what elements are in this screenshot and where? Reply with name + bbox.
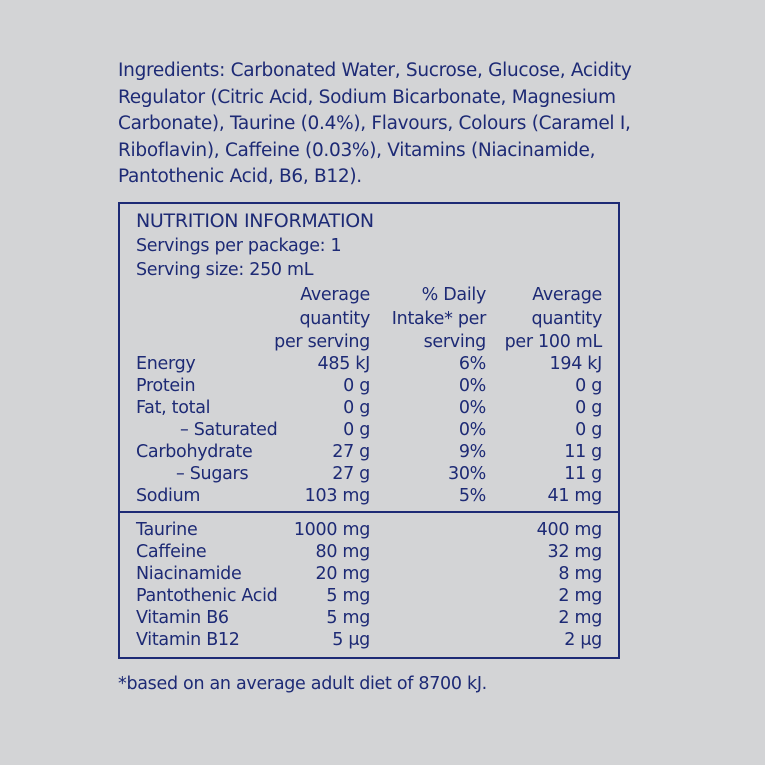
daily-intake-value: 0%	[458, 376, 486, 396]
nutrient-label: Caffeine	[136, 542, 207, 562]
per-100ml-value: 0 g	[575, 398, 602, 418]
nutrient-label: Vitamin B12	[136, 630, 240, 650]
serving-size: Serving size: 250 mL	[136, 260, 314, 280]
panel-title: NUTRITION INFORMATION	[136, 210, 374, 232]
per-serving-value: 0 g	[343, 376, 370, 396]
nutrient-row-sugars: – Sugars 27 g 30% 11 g	[120, 464, 618, 486]
daily-intake-value: 0%	[458, 398, 486, 418]
ingredients-line: Ingredients: Carbonated Water, Sucrose, …	[118, 60, 632, 81]
nutrient-label: Carbohydrate	[136, 442, 253, 462]
nutrient-label: Taurine	[136, 520, 198, 540]
ingredients-line: Riboflavin), Caffeine (0.03%), Vitamins …	[118, 139, 596, 161]
ingredients-line: Carbonate), Taurine (0.4%), Flavours, Co…	[118, 113, 631, 134]
servings-per-package: Servings per package: 1	[136, 236, 342, 256]
daily-intake-value: 30%	[448, 464, 486, 484]
per-serving-value: 27 g	[332, 442, 370, 462]
per-serving-value: 0 g	[343, 420, 370, 440]
daily-intake-value: 9%	[458, 442, 486, 462]
extra-row-pantothenic-acid: Pantothenic Acid 5 mg 2 mg	[120, 586, 618, 608]
nutrient-label: Protein	[136, 376, 196, 396]
per-serving-value: 20 mg	[315, 564, 371, 584]
nutrient-row-fat-total: Fat, total 0 g 0% 0 g	[120, 398, 618, 420]
per-100ml-value: 11 g	[564, 442, 602, 462]
nutrient-row-sodium: Sodium 103 mg 5% 41 mg	[120, 486, 618, 508]
column-header-per-100ml: Average quantity per 100 mL	[504, 284, 603, 355]
per-serving-value: 5 mg	[326, 586, 370, 606]
per-100ml-value: 2 mg	[558, 586, 602, 606]
per-100ml-value: 0 g	[575, 376, 602, 396]
header-line: Average	[300, 285, 370, 305]
per-100ml-value: 0 g	[575, 420, 602, 440]
extra-row-vitamin-b12: Vitamin B12 5 μg 2 μg	[120, 630, 618, 652]
per-serving-value: 103 mg	[304, 486, 371, 506]
nutrient-label: Vitamin B6	[136, 608, 229, 628]
nutrient-row-protein: Protein 0 g 0% 0 g	[120, 376, 618, 398]
header-line: quantity	[531, 308, 602, 329]
extra-row-niacinamide: Niacinamide 20 mg 8 mg	[120, 564, 618, 586]
per-serving-value: 5 μg	[332, 630, 370, 650]
header-line: per 100 mL	[504, 332, 603, 352]
ingredients-text: Ingredients: Carbonated Water, Sucrose, …	[118, 58, 638, 191]
daily-intake-value: 0%	[458, 420, 486, 440]
nutrient-row-carbohydrate: Carbohydrate 27 g 9% 11 g	[120, 442, 618, 464]
nutrient-label: Energy	[136, 354, 196, 374]
nutrient-label: Pantothenic Acid	[136, 586, 278, 606]
nutrient-label: Sodium	[136, 486, 201, 506]
daily-intake-value: 6%	[458, 354, 486, 374]
header-line: serving	[423, 332, 487, 352]
per-100ml-value: 194 kJ	[549, 354, 603, 374]
column-header-daily-intake: % Daily Intake* per serving	[391, 284, 487, 355]
per-100ml-value: 2 mg	[558, 608, 602, 628]
header-line: Average	[532, 285, 602, 305]
per-serving-value: 0 g	[343, 398, 370, 418]
nutrient-row-energy: Energy 485 kJ 6% 194 kJ	[120, 354, 618, 376]
header-line: Intake* per	[391, 308, 487, 329]
ingredients-line: Regulator (Citric Acid, Sodium Bicarbona…	[118, 86, 616, 108]
footnote: *based on an average adult diet of 8700 …	[118, 674, 487, 694]
extra-row-vitamin-b6: Vitamin B6 5 mg 2 mg	[120, 608, 618, 630]
nutrition-panel: NUTRITION INFORMATION Servings per packa…	[118, 202, 620, 659]
per-100ml-value: 400 mg	[536, 520, 603, 540]
per-serving-value: 80 mg	[315, 542, 371, 562]
per-serving-value: 27 g	[332, 464, 370, 484]
section-divider	[120, 511, 618, 513]
per-serving-value: 1000 mg	[293, 520, 370, 540]
nutrient-label: Fat, total	[136, 398, 211, 418]
per-100ml-value: 41 mg	[547, 486, 603, 506]
header-line: per serving	[274, 332, 370, 352]
per-100ml-value: 2 μg	[564, 630, 602, 650]
per-serving-value: 485 kJ	[317, 354, 371, 374]
ingredients-line: Pantothenic Acid, B6, B12).	[118, 166, 362, 187]
per-serving-value: 5 mg	[326, 608, 370, 628]
nutrient-label: Niacinamide	[136, 564, 242, 584]
extra-row-taurine: Taurine 1000 mg 400 mg	[120, 520, 618, 542]
daily-intake-value: 5%	[458, 486, 486, 506]
per-100ml-value: 32 mg	[547, 542, 603, 562]
extra-row-caffeine: Caffeine 80 mg 32 mg	[120, 542, 618, 564]
column-header-per-serving: Average quantity per serving	[274, 284, 370, 355]
nutrient-row-saturated: – Saturated 0 g 0% 0 g	[120, 420, 618, 442]
nutrient-label: – Sugars	[176, 464, 249, 484]
per-100ml-value: 11 g	[564, 464, 602, 484]
header-line: % Daily	[421, 285, 487, 305]
header-line: quantity	[299, 308, 370, 329]
per-100ml-value: 8 mg	[558, 564, 602, 584]
nutrient-label: – Saturated	[180, 420, 278, 440]
